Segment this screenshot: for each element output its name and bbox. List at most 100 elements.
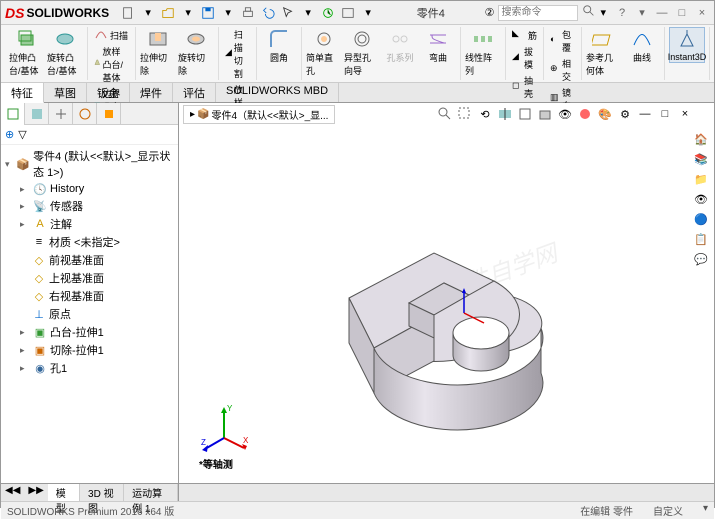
wrap-button[interactable]: 弯曲: [420, 27, 456, 77]
tree-root[interactable]: ▾📦零件4 (默认<<默认>_显示状态 1>): [3, 147, 176, 181]
revolve-boss-button[interactable]: 旋转凸 台/基体: [47, 27, 83, 77]
intersect-button[interactable]: ⊕相交: [548, 56, 577, 84]
graphics-viewport[interactable]: ▸📦零件4（默认<<默认>_显... ⟲ 👁 🎨 ⚙ — □ × 🏠 📚 📁 👁…: [179, 103, 714, 483]
select-button[interactable]: [279, 4, 297, 22]
viewport-max-icon[interactable]: □: [656, 105, 674, 123]
loft-button[interactable]: 放样凸台/基体: [92, 44, 131, 85]
taskpane-explorer-icon[interactable]: 📁: [694, 173, 712, 191]
tree-feature-extrude[interactable]: ▸▣凸台-拉伸1: [3, 323, 176, 341]
tree-feature-cut[interactable]: ▸▣切除-拉伸1: [3, 341, 176, 359]
tree-right-plane[interactable]: ◇右视基准面: [3, 287, 176, 305]
fillet-button[interactable]: 圆角: [261, 27, 297, 64]
featuremanager-tab[interactable]: [1, 103, 25, 125]
instant3d-button[interactable]: Instant3D: [669, 27, 705, 63]
zoom-fit-icon[interactable]: [436, 105, 454, 123]
section-view-icon[interactable]: [496, 105, 514, 123]
motion-study-tab[interactable]: 运动算例 1: [124, 484, 178, 501]
tab-nav-prev-icon[interactable]: ◀◀: [1, 484, 24, 501]
apply-scene-icon[interactable]: 🎨: [596, 105, 614, 123]
taskpane-view-icon[interactable]: 👁: [694, 193, 712, 211]
tree-material[interactable]: ≡材质 <未指定>: [3, 233, 176, 251]
undo-button[interactable]: [259, 4, 277, 22]
qat-dropdown-icon[interactable]: ▾: [299, 4, 317, 22]
filter-icon[interactable]: ▽: [18, 128, 26, 141]
help-button[interactable]: ?: [614, 5, 630, 21]
display-style-icon[interactable]: [536, 105, 554, 123]
tab-mbd[interactable]: SOLIDWORKS MBD: [216, 83, 339, 102]
hide-show-icon[interactable]: 👁: [556, 105, 574, 123]
extrude-cut-button[interactable]: 拉伸切 除: [140, 27, 176, 77]
zoom-area-icon[interactable]: [456, 105, 474, 123]
close-button[interactable]: ×: [694, 5, 710, 21]
view-orientation-icon[interactable]: [516, 105, 534, 123]
curves-button[interactable]: 曲线: [624, 27, 660, 77]
dome-button[interactable]: ◐包覆: [548, 27, 577, 55]
taskpane-library-icon[interactable]: 📚: [694, 153, 712, 171]
tree-history[interactable]: ▸🕓History: [3, 181, 176, 197]
hole-wizard-button[interactable]: 异型孔 向导: [344, 27, 380, 77]
configmanager-tab[interactable]: [49, 103, 73, 125]
tree-front-plane[interactable]: ◇前视基准面: [3, 251, 176, 269]
tab-evaluate[interactable]: 评估: [173, 83, 216, 102]
open-button[interactable]: [159, 4, 177, 22]
taskpane-resources-icon[interactable]: 🏠: [694, 133, 712, 151]
taskpane-appearance-icon[interactable]: 🔵: [694, 213, 712, 231]
rebuild-button[interactable]: [319, 4, 337, 22]
ref-geometry-button[interactable]: 参考几 何体: [586, 27, 622, 77]
tree-origin[interactable]: ⊥原点: [3, 305, 176, 323]
print-button[interactable]: [239, 4, 257, 22]
previous-view-icon[interactable]: ⟲: [476, 105, 494, 123]
expand-icon[interactable]: ⊕: [5, 128, 14, 141]
save-button[interactable]: [199, 4, 217, 22]
qat-dropdown-icon[interactable]: ▾: [359, 4, 377, 22]
propertymanager-tab[interactable]: [25, 103, 49, 125]
rib-button[interactable]: ◣筋: [510, 27, 539, 43]
display-tab[interactable]: [97, 103, 121, 125]
extrude-boss-button[interactable]: 拉伸凸 台/基体: [9, 27, 45, 77]
breadcrumb[interactable]: ▸📦零件4（默认<<默认>_显...: [183, 105, 335, 124]
tab-features[interactable]: 特征: [1, 83, 44, 103]
sweep-cut-button[interactable]: ◢扫描切割: [223, 27, 252, 81]
qat-dropdown-icon[interactable]: ▾: [139, 4, 157, 22]
edit-appearance-icon[interactable]: [576, 105, 594, 123]
app-logo: DS SOLIDWORKS: [5, 5, 109, 21]
shell-button[interactable]: ◻抽壳: [510, 73, 539, 101]
qat-dropdown-icon[interactable]: ▾: [179, 4, 197, 22]
qat-dropdown-icon[interactable]: ▾: [219, 4, 237, 22]
3dview-tab[interactable]: 3D 视图: [80, 484, 124, 501]
taskpane-properties-icon[interactable]: 📋: [694, 233, 712, 251]
revolve-cut-button[interactable]: 旋转切 除: [178, 27, 214, 77]
tree-top-plane[interactable]: ◇上视基准面: [3, 269, 176, 287]
tab-sheetmetal[interactable]: 钣金: [87, 83, 130, 102]
draft-button[interactable]: ◢拔模: [510, 44, 539, 72]
taskpane-forum-icon[interactable]: 💬: [694, 253, 712, 271]
heads-up-toolbar: ⟲ 👁 🎨 ⚙ — □ ×: [436, 105, 694, 123]
model-tab[interactable]: 模型: [48, 484, 80, 501]
task-pane: 🏠 📚 📁 👁 🔵 📋 💬: [694, 133, 712, 271]
view-settings-icon[interactable]: ⚙: [616, 105, 634, 123]
status-custom[interactable]: 自定义: [653, 503, 683, 518]
search-icon[interactable]: [582, 4, 596, 21]
viewport-min-icon[interactable]: —: [636, 105, 654, 123]
sweep-button[interactable]: 扫描: [92, 27, 131, 43]
tree-feature-hole[interactable]: ▸◉孔1: [3, 359, 176, 377]
dimxpert-tab[interactable]: [73, 103, 97, 125]
status-dropdown-icon[interactable]: ▾: [703, 503, 708, 518]
options-button[interactable]: [339, 4, 357, 22]
maximize-button[interactable]: □: [674, 5, 690, 21]
view-label: *等轴测: [199, 456, 233, 471]
tab-nav-next-icon[interactable]: ▶▶: [24, 484, 47, 501]
tree-annotations[interactable]: ▸A注解: [3, 215, 176, 233]
help-dropdown-icon[interactable]: ▾: [634, 5, 650, 21]
search-input[interactable]: [498, 5, 578, 21]
new-button[interactable]: [119, 4, 137, 22]
tab-weldments[interactable]: 焊件: [130, 83, 173, 102]
linear-pattern-button[interactable]: 线性阵 列: [465, 27, 501, 77]
viewport-close-icon[interactable]: ×: [676, 105, 694, 123]
search-dropdown-icon[interactable]: ▾: [600, 6, 606, 19]
tree-sensors[interactable]: ▸📡传感器: [3, 197, 176, 215]
hole-series-button[interactable]: 孔系列: [382, 27, 418, 77]
simple-hole-button[interactable]: 简单直 孔: [306, 27, 342, 77]
tab-sketch[interactable]: 草图: [44, 83, 87, 102]
minimize-button[interactable]: —: [654, 5, 670, 21]
